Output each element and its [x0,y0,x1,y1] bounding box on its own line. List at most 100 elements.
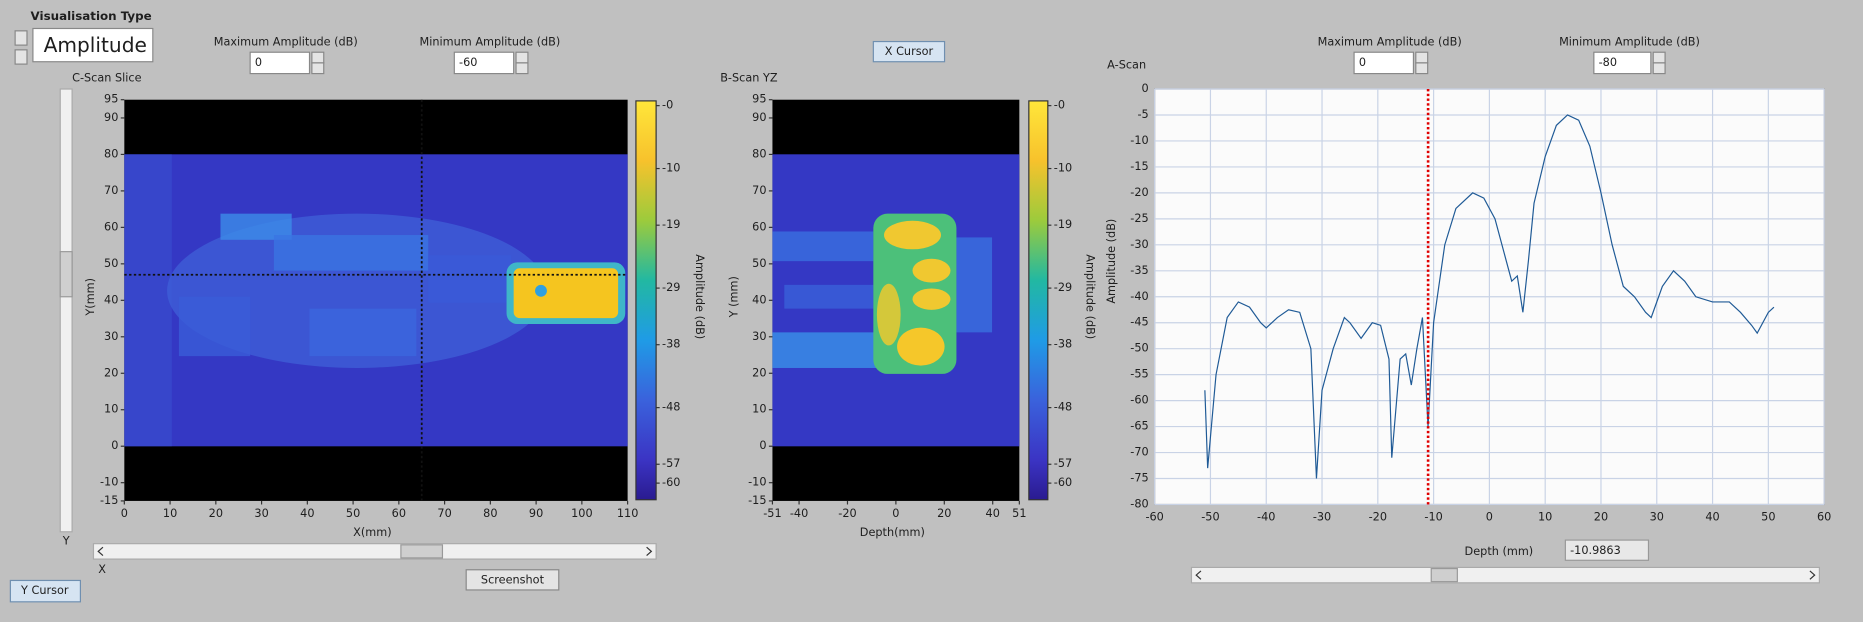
colorbar-tick-label: -29 [1054,281,1072,294]
x-tick-label: 40 [300,507,314,520]
y-tick-label: 10 [752,403,766,416]
spin-up[interactable] [1652,51,1666,64]
spin-up[interactable] [14,30,28,46]
button[interactable] [872,40,946,63]
x-tick-label: 50 [346,507,360,520]
label: Minimum Amplitude (dB) [1559,36,1700,49]
spin-down[interactable] [515,62,529,75]
y-tick-label: -5 [1137,108,1148,121]
x-tick-label: -10 [1424,511,1442,524]
input[interactable] [249,51,311,75]
spin-up[interactable] [311,51,325,64]
scroll-label: Y [62,534,70,547]
y-tick-label: 70 [104,184,118,197]
scroll-thumb[interactable] [1430,567,1458,583]
panel-title: A-Scan [1107,58,1146,71]
x-tick-label: 60 [1817,511,1831,524]
scroll-label: X [98,563,106,576]
colorbar-tick-label: -10 [662,162,680,175]
colorbar-tick-label: -38 [662,338,680,351]
x-tick-label: 20 [1594,511,1608,524]
panel-title: C-Scan Slice [72,71,142,84]
c-scan-image [124,99,628,501]
y-tick-label: -50 [1130,342,1148,355]
x-tick-label: 60 [392,507,406,520]
label: Visualisation Type [31,9,152,23]
spin-down[interactable] [311,62,325,75]
input-value: 0 [255,56,262,69]
scrollbar[interactable] [59,88,73,533]
x-tick-label: 70 [437,507,451,520]
spin-down[interactable] [1415,62,1429,75]
colorbar [1028,100,1049,501]
input[interactable] [1353,51,1415,75]
colorbar-tick-label: -60 [662,476,680,489]
panel-title: B-Scan YZ [720,71,778,84]
y-tick-label: 0 [1142,82,1149,95]
y-tick-label: 90 [104,111,118,124]
button-label: Screenshot [481,573,545,586]
x-tick-label: 40 [1705,511,1719,524]
x-tick-label: -60 [1145,511,1163,524]
y-tick-label: 50 [752,257,766,270]
x-tick-label: 40 [986,507,1000,520]
y-tick-label: -10 [748,476,766,489]
x-tick-label: 51 [1012,507,1026,520]
colorbar [635,100,657,501]
x-tick-label: -50 [1201,511,1219,524]
y-tick-label: -40 [1130,290,1148,303]
y-tick-label: -10 [1130,134,1148,147]
y-tick-label: 80 [752,147,766,160]
y-tick-label: 60 [104,220,118,233]
cursor-value: -10.9863 [1570,544,1621,557]
colorbar-label: Amplitude (dB) [693,254,706,339]
y-tick-label: 30 [104,330,118,343]
input-value: -60 [459,56,477,69]
dropdown[interactable] [32,27,154,63]
y-tick-label: 80 [104,147,118,160]
button-label: X Cursor [885,45,934,58]
scroll-thumb[interactable] [400,544,444,559]
y-tick-label: 95 [752,93,766,106]
y-tick-label: 20 [752,366,766,379]
colorbar-tick-label: -19 [662,218,680,231]
y-tick-label: 50 [104,257,118,270]
input[interactable] [1593,51,1652,75]
y-tick-label: -10 [100,476,118,489]
button[interactable] [465,569,560,591]
colorbar-tick-label: -57 [662,457,680,470]
scrollbar[interactable] [1190,566,1820,584]
y-tick-label: 95 [104,93,118,106]
scroll-thumb[interactable] [59,251,73,298]
scrollbar[interactable] [92,543,657,560]
spin-up[interactable] [1415,51,1429,64]
input[interactable] [453,51,515,75]
x-tick-label: 30 [254,507,268,520]
button[interactable] [9,579,81,603]
x-axis-label: Depth (mm) [1465,545,1534,558]
y-axis-label: Amplitude (dB) [1105,219,1118,304]
y-tick-label: -15 [748,494,766,507]
input-value: -80 [1599,56,1617,69]
spin-down[interactable] [14,49,28,65]
colorbar-tick-label: -0 [662,99,673,112]
colorbar-tick-label: -60 [1054,476,1072,489]
y-tick-label: -25 [1130,212,1148,225]
y-tick-label: 20 [104,366,118,379]
y-tick-label: -45 [1130,316,1148,329]
spin-down[interactable] [1652,62,1666,75]
spin-up[interactable] [515,51,529,64]
x-tick-label: -40 [1257,511,1275,524]
a-scan-line [1204,114,1775,479]
y-tick-label: -30 [1130,238,1148,251]
x-tick-label: 110 [617,507,639,520]
y-tick-label: -75 [1130,472,1148,485]
x-tick-label: 0 [892,507,899,520]
y-tick-label: -15 [100,494,118,507]
y-tick-label: -70 [1130,446,1148,459]
x-tick-label: 100 [571,507,593,520]
x-tick-label: 20 [937,507,951,520]
y-tick-label: -65 [1130,420,1148,433]
colorbar-tick-label: -48 [662,401,680,414]
y-tick-label: 0 [759,439,766,452]
